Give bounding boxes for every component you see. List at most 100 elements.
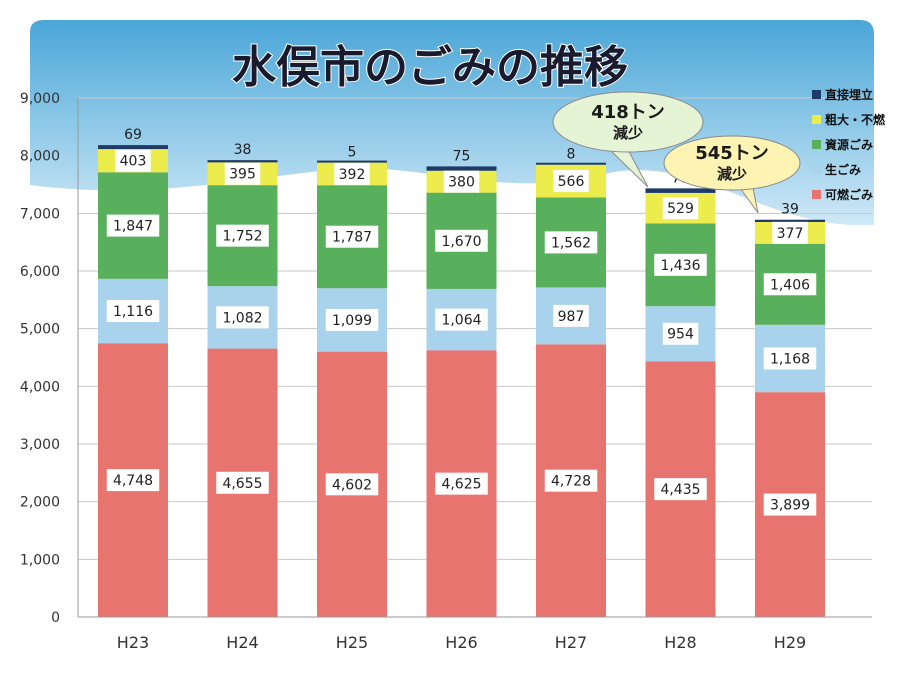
annotation-text: 減少 bbox=[613, 124, 643, 142]
legend-label: 粗大・不燃 bbox=[825, 112, 886, 127]
bar-segment bbox=[207, 160, 278, 163]
legend-swatch bbox=[812, 140, 821, 149]
y-tick-label: 3,000 bbox=[20, 437, 60, 453]
annotation-text: 減少 bbox=[717, 165, 747, 183]
x-axis: H23 H24 H25 H26 H27 H28 H29 bbox=[78, 616, 872, 652]
data-label-box bbox=[216, 471, 269, 494]
data-label-box bbox=[553, 170, 589, 193]
data-label: 392 bbox=[339, 167, 366, 183]
data-label-box bbox=[772, 221, 808, 244]
y-tick-label: 0 bbox=[51, 610, 60, 626]
data-label: 1,670 bbox=[441, 234, 481, 250]
y-axis: 0 1,000 2,000 3,000 4,000 5,000 6,000 7,000 8,00… bbox=[20, 91, 79, 626]
data-label: 4,435 bbox=[660, 482, 700, 498]
data-label: 5 bbox=[348, 144, 357, 160]
bubble-shape bbox=[663, 135, 801, 191]
legend-swatch bbox=[812, 190, 821, 199]
data-label-box bbox=[763, 493, 817, 516]
data-label: 1,082 bbox=[222, 310, 262, 326]
data-label: 403 bbox=[120, 154, 147, 170]
data-label: 1,168 bbox=[770, 351, 810, 367]
bubble-shape bbox=[552, 91, 704, 153]
legend-swatch bbox=[812, 90, 821, 99]
annotation-text: 418トン bbox=[591, 102, 665, 123]
data-label-box bbox=[106, 469, 160, 492]
data-label-box bbox=[106, 300, 160, 323]
annotation-text: 545トン bbox=[695, 143, 769, 164]
legend-swatch bbox=[812, 115, 821, 124]
data-label-box bbox=[662, 322, 699, 345]
data-label: 1,752 bbox=[222, 229, 262, 245]
data-label-box bbox=[325, 225, 379, 248]
data-label: 69 bbox=[124, 127, 142, 143]
legend-label: 資源ごみ bbox=[825, 137, 873, 152]
data-label-box bbox=[216, 224, 269, 247]
data-label-box bbox=[662, 197, 699, 220]
x-tick-label: H25 bbox=[336, 633, 368, 652]
data-label: 1,406 bbox=[770, 277, 810, 293]
bar-segment bbox=[755, 219, 825, 222]
x-tick-label: H27 bbox=[555, 633, 587, 652]
data-label: 4,748 bbox=[113, 473, 153, 489]
bar-segment bbox=[536, 162, 606, 165]
data-label: 39 bbox=[781, 202, 799, 218]
data-label-box bbox=[544, 231, 598, 254]
x-tick-label: H29 bbox=[774, 633, 806, 652]
data-label: 1,116 bbox=[113, 304, 153, 320]
data-label: 38 bbox=[234, 142, 252, 158]
data-label-box bbox=[435, 472, 488, 495]
data-label: 566 bbox=[558, 174, 585, 190]
x-tick-label: H23 bbox=[117, 633, 149, 652]
y-tick-label: 9,000 bbox=[20, 91, 60, 107]
data-label-box bbox=[106, 214, 160, 237]
data-label: 395 bbox=[229, 167, 256, 183]
bar-segment bbox=[426, 166, 497, 171]
y-tick-label: 4,000 bbox=[20, 379, 60, 395]
data-label: 4,602 bbox=[332, 477, 372, 493]
data-label: 1,787 bbox=[332, 230, 372, 246]
x-tick-label: H28 bbox=[664, 633, 696, 652]
data-label-box bbox=[763, 273, 817, 296]
bar-segment bbox=[98, 145, 168, 150]
legend-label: 生ごみ bbox=[825, 162, 861, 177]
data-label-box bbox=[325, 308, 379, 331]
data-label-box bbox=[544, 469, 598, 492]
bar-segment bbox=[317, 160, 387, 163]
data-label-box bbox=[224, 162, 261, 185]
data-label: 1,064 bbox=[441, 313, 481, 329]
y-tick-label: 2,000 bbox=[20, 495, 60, 511]
data-label: 3,899 bbox=[770, 498, 810, 514]
data-label-box bbox=[654, 478, 707, 501]
data-label-box bbox=[216, 306, 269, 329]
data-label-box bbox=[115, 149, 151, 172]
data-label: 8 bbox=[567, 146, 576, 162]
data-label: 987 bbox=[558, 309, 585, 325]
y-tick-label: 5,000 bbox=[20, 322, 60, 338]
legend-label: 可燃ごみ bbox=[825, 187, 873, 202]
x-tick-label: H24 bbox=[226, 633, 258, 652]
data-label: 380 bbox=[448, 175, 475, 191]
data-label: 75 bbox=[453, 148, 471, 164]
data-label: 529 bbox=[667, 201, 694, 217]
data-label: 954 bbox=[667, 327, 694, 343]
y-tick-label: 8,000 bbox=[20, 149, 60, 165]
data-label-box bbox=[435, 229, 488, 252]
chart-title: 水俣市のごみの推移 bbox=[232, 42, 628, 93]
y-tick-label: 6,000 bbox=[20, 264, 60, 280]
data-label-box bbox=[325, 473, 379, 496]
bars: 4,7481,1161,847403694,6551,0821,75239538… bbox=[98, 127, 825, 617]
legend-swatch bbox=[812, 165, 821, 174]
data-label: 377 bbox=[777, 226, 804, 242]
data-label: 1,562 bbox=[551, 235, 591, 251]
data-label-box bbox=[334, 162, 370, 185]
data-label: 1,847 bbox=[113, 219, 153, 235]
data-label: 1,436 bbox=[660, 258, 700, 274]
y-tick-label: 7,000 bbox=[20, 206, 60, 222]
data-label-box bbox=[435, 308, 488, 331]
data-label: 1,099 bbox=[332, 313, 372, 329]
data-label-box bbox=[553, 304, 589, 327]
